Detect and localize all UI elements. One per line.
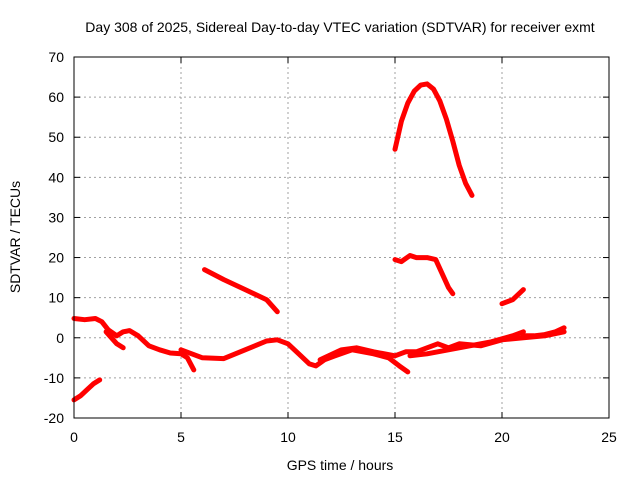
x-tick-label: 25 [601, 429, 617, 445]
y-tick-label: 20 [48, 250, 64, 266]
x-tick-label: 0 [70, 429, 78, 445]
y-axis-label: SDTVAR / TECUs [7, 181, 23, 293]
x-axis-label: GPS time / hours [287, 457, 394, 473]
series-layer [71, 81, 567, 403]
x-tick-label: 15 [387, 429, 403, 445]
x-tick-label: 5 [177, 429, 185, 445]
y-tick-label: -20 [44, 410, 64, 426]
data-series-track-4 [178, 337, 411, 375]
y-tick-label: -10 [44, 370, 64, 386]
x-tick-label: 10 [280, 429, 296, 445]
x-tick-label: 20 [494, 429, 510, 445]
plot-frame [73, 56, 610, 419]
y-tick-label: 50 [48, 129, 64, 145]
data-series-track-3 [103, 329, 126, 351]
data-series-track-2 [71, 316, 197, 373]
data-series-track-7 [407, 329, 526, 359]
data-series-track-6 [317, 329, 567, 363]
y-tick-label: 30 [48, 209, 64, 225]
data-series-track-8 [520, 325, 567, 339]
y-tick-label: 60 [48, 89, 64, 105]
data-series-track-5 [202, 267, 280, 315]
chart-title: Day 308 of 2025, Sidereal Day-to-day VTE… [85, 19, 594, 35]
data-series-track-10 [392, 253, 456, 297]
data-series-track-11 [499, 287, 526, 307]
data-series-track-9 [392, 81, 475, 198]
tick-layer: 0 5 10 15 20 25 -20 -10 0 10 20 30 40 50 60 70 [44, 49, 617, 445]
data-series-track-1 [71, 377, 103, 403]
y-tick-label: 10 [48, 290, 64, 306]
grid-layer [73, 56, 610, 419]
y-tick-label: 40 [48, 169, 64, 185]
y-tick-label: 0 [56, 330, 64, 346]
y-tick-label: 70 [48, 49, 64, 65]
